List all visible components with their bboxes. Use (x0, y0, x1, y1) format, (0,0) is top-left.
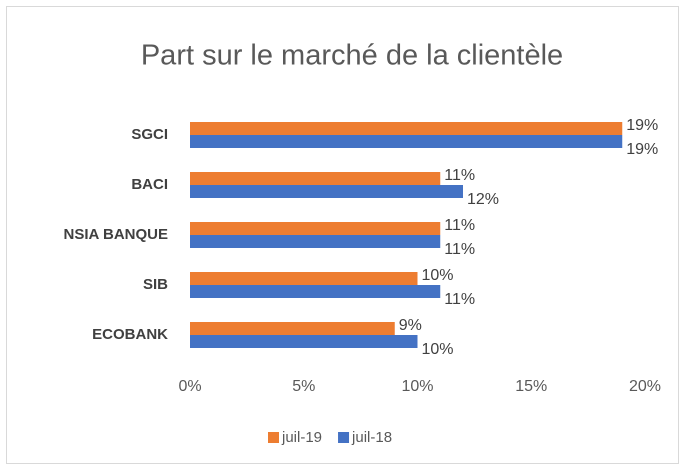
bar (190, 272, 418, 285)
y-tick-label: SIB (143, 276, 168, 293)
data-label: 10% (422, 267, 454, 284)
data-label: 19% (626, 141, 658, 158)
y-tick-label: NSIA BANQUE (64, 226, 168, 243)
bar (190, 185, 463, 198)
data-label: 19% (626, 117, 658, 134)
data-label: 11% (444, 291, 475, 308)
bar (190, 285, 441, 298)
legend-swatch (338, 432, 350, 443)
y-tick-label: ECOBANK (92, 326, 168, 343)
x-tick-label: 0% (178, 378, 201, 395)
data-label: 9% (399, 317, 422, 334)
y-tick-label: SGCI (131, 126, 168, 143)
x-tick-label: 10% (401, 378, 433, 395)
bar (190, 135, 623, 148)
legend-label: juil-18 (351, 429, 392, 446)
y-tick-label: BACI (131, 176, 168, 193)
data-label: 11% (444, 241, 475, 258)
x-tick-label: 15% (515, 378, 547, 395)
data-label: 11% (444, 217, 475, 234)
bar (190, 122, 623, 135)
legend-label: juil-19 (281, 429, 322, 446)
bar (190, 235, 441, 248)
bar (190, 172, 441, 185)
data-label: 12% (467, 191, 499, 208)
data-label: 11% (444, 167, 475, 184)
bar (190, 335, 418, 348)
chart-title: Part sur le marché de la clientèle (141, 40, 563, 72)
data-label: 10% (422, 341, 454, 358)
legend-swatch (268, 432, 279, 443)
x-tick-label: 5% (292, 378, 315, 395)
bar (190, 222, 441, 235)
x-tick-label: 20% (629, 378, 661, 395)
bar (190, 322, 395, 335)
